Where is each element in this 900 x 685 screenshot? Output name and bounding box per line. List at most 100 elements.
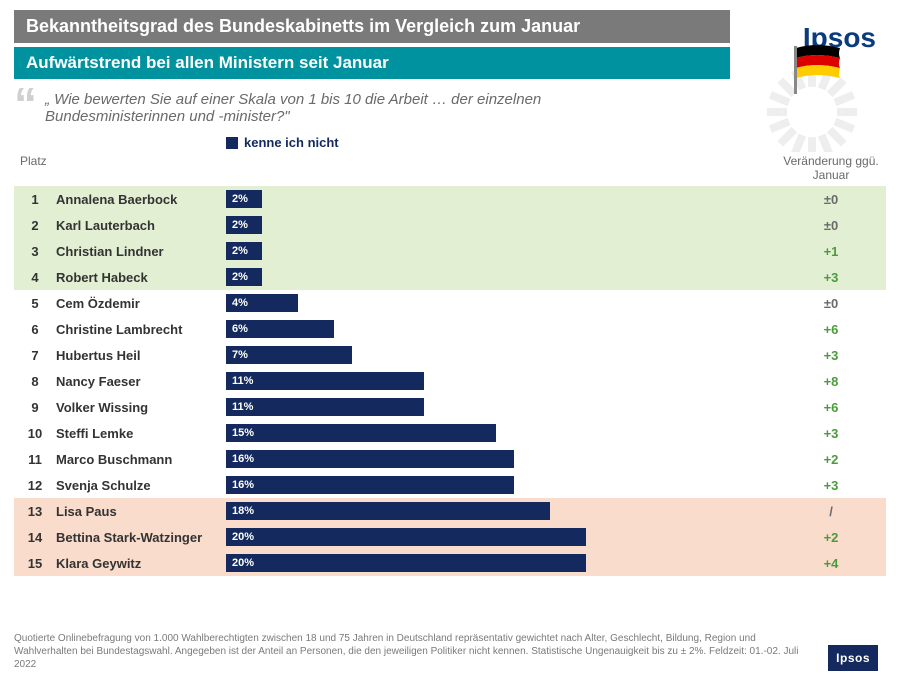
bar-cell: 18% <box>226 501 776 521</box>
bar-label: 2% <box>226 271 248 283</box>
flag-decoration-icon <box>742 42 882 157</box>
change-cell: ±0 <box>776 192 886 207</box>
name-cell: Volker Wissing <box>56 400 226 415</box>
table-row: 8Nancy Faeser11%+8 <box>14 368 886 394</box>
bar-cell: 15% <box>226 423 776 443</box>
rank-cell: 1 <box>14 192 56 207</box>
name-cell: Christian Lindner <box>56 244 226 259</box>
bar: 16% <box>226 450 514 468</box>
rank-cell: 12 <box>14 478 56 493</box>
name-cell: Nancy Faeser <box>56 374 226 389</box>
name-cell: Robert Habeck <box>56 270 226 285</box>
name-cell: Karl Lauterbach <box>56 218 226 233</box>
table-row: 6Christine Lambrecht6% +6 <box>14 316 886 342</box>
bar-label: 7% <box>226 349 248 361</box>
change-cell: ±0 <box>776 296 886 311</box>
footnote: Quotierte Onlinebefragung von 1.000 Wahl… <box>14 632 820 671</box>
table-row: 11Marco Buschmann16% +2 <box>14 446 886 472</box>
bar: 2% <box>226 190 262 208</box>
table-row: 10Steffi Lemke15% +3 <box>14 420 886 446</box>
bar-cell: 11% <box>226 397 776 417</box>
question-text: „ Wie bewerten Sie auf einer Skala von 1… <box>45 91 605 125</box>
bar: 18% <box>226 502 550 520</box>
table-row: 9Volker Wissing11% +6 <box>14 394 886 420</box>
rank-cell: 11 <box>14 452 56 467</box>
change-cell: +2 <box>776 452 886 467</box>
bar-label: 18% <box>226 505 254 517</box>
bar-cell: 20% <box>226 553 776 573</box>
rank-cell: 3 <box>14 244 56 259</box>
legend-label: kenne ich nicht <box>244 135 339 150</box>
bar: 2% <box>226 242 262 260</box>
bar: 16% <box>226 476 514 494</box>
name-cell: Cem Özdemir <box>56 296 226 311</box>
bar-label: 4% <box>226 297 248 309</box>
bar-label: 6% <box>226 323 248 335</box>
change-cell: +3 <box>776 478 886 493</box>
change-cell: +6 <box>776 322 886 337</box>
bar-cell: 6% <box>226 319 776 339</box>
rank-cell: 2 <box>14 218 56 233</box>
bar-label: 16% <box>226 453 254 465</box>
bar: 20% <box>226 554 586 572</box>
bar-label: 11% <box>226 375 253 387</box>
change-cell: +4 <box>776 556 886 571</box>
bar-label: 11% <box>226 401 253 413</box>
bar-cell: 4% <box>226 293 776 313</box>
table-row: 4Robert Habeck2% +3 <box>14 264 886 290</box>
bar-label: 15% <box>226 427 254 439</box>
change-cell: +3 <box>776 348 886 363</box>
bar-cell: 16% <box>226 475 776 495</box>
bar: 7% <box>226 346 352 364</box>
table-row: 3Christian Lindner2%+1 <box>14 238 886 264</box>
change-cell: ±0 <box>776 218 886 233</box>
bar-label: 2% <box>226 193 248 205</box>
name-cell: Marco Buschmann <box>56 452 226 467</box>
rank-cell: 6 <box>14 322 56 337</box>
rank-cell: 7 <box>14 348 56 363</box>
sub-title: Aufwärtstrend bei allen Ministern seit J… <box>14 47 730 79</box>
name-cell: Klara Geywitz <box>56 556 226 571</box>
name-cell: Annalena Baerbock <box>56 192 226 207</box>
bar-label: 2% <box>226 219 248 231</box>
change-cell: +3 <box>776 270 886 285</box>
bar-cell: 2% <box>226 189 776 209</box>
chart-area: kenne ich nicht Platz Veränderung ggü. J… <box>14 135 886 576</box>
bar-label: 16% <box>226 479 254 491</box>
bar-cell: 16% <box>226 449 776 469</box>
table-row: 5Cem Özdemir4% ±0 <box>14 290 886 316</box>
change-cell: +2 <box>776 530 886 545</box>
bar: 11% <box>226 372 424 390</box>
rank-cell: 14 <box>14 530 56 545</box>
name-cell: Svenja Schulze <box>56 478 226 493</box>
rank-cell: 8 <box>14 374 56 389</box>
name-cell: Christine Lambrecht <box>56 322 226 337</box>
legend-swatch-icon <box>226 137 238 149</box>
name-cell: Lisa Paus <box>56 504 226 519</box>
table-row: 13Lisa Paus18%/ <box>14 498 886 524</box>
bar-label: 2% <box>226 245 248 257</box>
table-row: 7Hubertus Heil7%+3 <box>14 342 886 368</box>
change-cell: +3 <box>776 426 886 441</box>
bar-cell: 2% <box>226 215 776 235</box>
header-platz: Platz <box>14 154 56 182</box>
rank-cell: 10 <box>14 426 56 441</box>
table-row: 15Klara Geywitz20%+4 <box>14 550 886 576</box>
bar: 4% <box>226 294 298 312</box>
rank-cell: 13 <box>14 504 56 519</box>
table-row: 2Karl Lauterbach2% ±0 <box>14 212 886 238</box>
rank-cell: 4 <box>14 270 56 285</box>
change-cell: +6 <box>776 400 886 415</box>
bar-cell: 2% <box>226 267 776 287</box>
bar: 15% <box>226 424 496 442</box>
name-cell: Bettina Stark-Watzinger <box>56 530 226 545</box>
quote-icon: “ <box>14 91 37 119</box>
bar-label: 20% <box>226 531 254 543</box>
bar-cell: 2% <box>226 241 776 261</box>
name-cell: Steffi Lemke <box>56 426 226 441</box>
rank-cell: 5 <box>14 296 56 311</box>
header-change: Veränderung ggü. Januar <box>776 154 886 182</box>
table-row: 12Svenja Schulze16% +3 <box>14 472 886 498</box>
bar-cell: 11% <box>226 371 776 391</box>
rank-cell: 9 <box>14 400 56 415</box>
